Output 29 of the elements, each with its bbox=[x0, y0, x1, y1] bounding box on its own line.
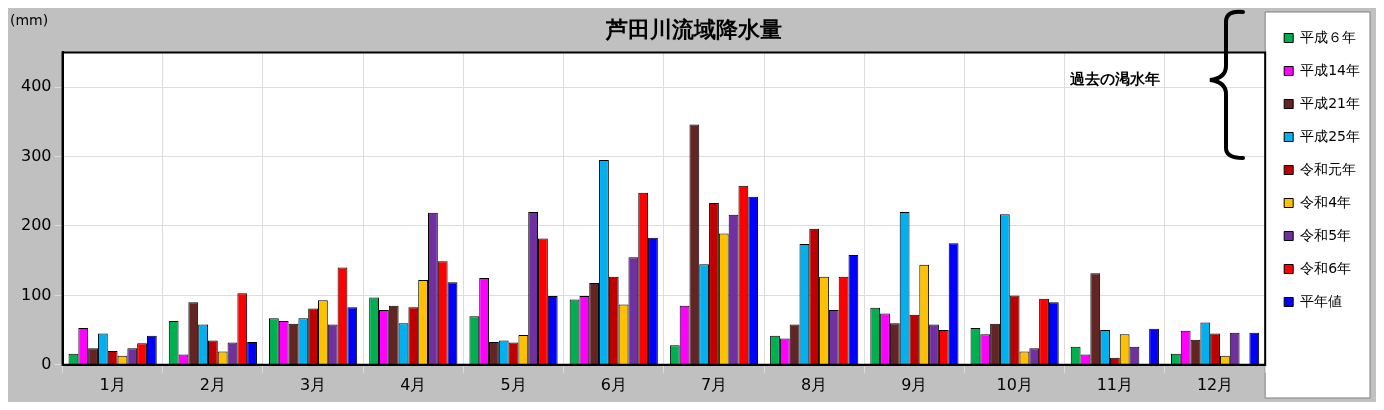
legend-label: 平成６年 bbox=[1300, 28, 1357, 45]
legend-label: 令和5年 bbox=[1300, 226, 1352, 243]
annotation: 過去の渇水年 bbox=[1070, 70, 1160, 89]
legend-label: 令和4年 bbox=[1300, 193, 1352, 210]
y-tick-label: 300 bbox=[20, 145, 52, 165]
y-tick-label: 400 bbox=[20, 76, 52, 96]
legend-label: 平年値 bbox=[1300, 292, 1343, 309]
y-tick-label: 100 bbox=[20, 284, 52, 304]
legend-label: 平成14年 bbox=[1300, 61, 1361, 78]
x-tick-label: 3月 bbox=[300, 374, 327, 394]
y-axis-title: (mm) bbox=[10, 12, 49, 28]
x-tick-label: 5月 bbox=[500, 374, 527, 394]
x-tick-label: 8月 bbox=[801, 374, 828, 394]
x-tick-label: 1月 bbox=[99, 374, 126, 394]
legend-label: 令和6年 bbox=[1300, 259, 1352, 276]
y-tick-label: 200 bbox=[20, 215, 52, 235]
x-tick-label: 11月 bbox=[1096, 374, 1134, 394]
x-tick-label: 12月 bbox=[1196, 374, 1234, 394]
legend-label: 平成21年 bbox=[1300, 94, 1361, 111]
chart-title: 芦田川流域降水量 bbox=[605, 16, 782, 42]
legend-label: 令和元年 bbox=[1300, 160, 1357, 177]
x-tick-label: 6月 bbox=[600, 374, 627, 394]
x-tick-label: 4月 bbox=[400, 374, 427, 394]
x-tick-label: 7月 bbox=[700, 374, 728, 394]
x-tick-label: 9月 bbox=[901, 374, 928, 394]
x-tick-label: 10月 bbox=[996, 374, 1033, 394]
x-tick-label: 2月 bbox=[199, 374, 226, 394]
legend-label: 平成25年 bbox=[1300, 127, 1361, 144]
y-tick-label: 0 bbox=[41, 353, 52, 373]
